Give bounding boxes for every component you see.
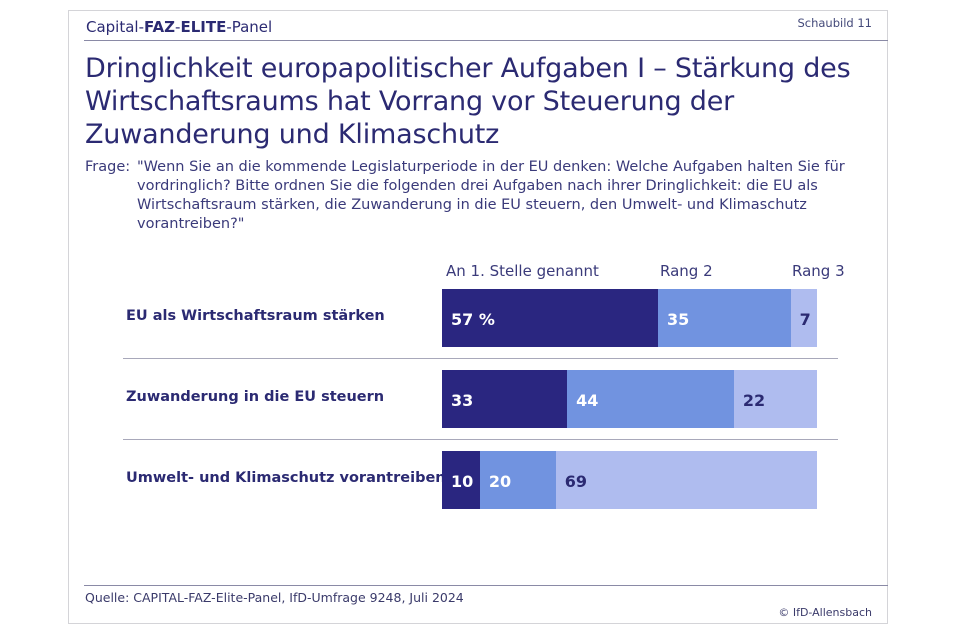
legend-item-2: Rang 2 — [660, 262, 713, 280]
row-divider — [123, 439, 838, 440]
bar-segment-rank-1 — [442, 289, 659, 347]
bar-segment-rank-3 — [555, 451, 818, 509]
figure-label: Schaubild 11 — [797, 16, 872, 30]
category-label: Zuwanderung in die EU steuern — [126, 389, 385, 405]
chart-title: Dringlichkeit europapolitischer Aufgaben… — [85, 53, 851, 150]
bar-segment-rank-2 — [479, 451, 556, 509]
bar-segment-rank-3 — [733, 370, 818, 428]
brand-elite: ELITE — [180, 18, 227, 36]
bar-segment-rank-2 — [567, 370, 734, 428]
footer-divider — [84, 585, 888, 586]
copyright: © IfD-Allensbach — [778, 606, 872, 619]
bar-segment-rank-1 — [442, 451, 480, 509]
brand-prefix: Capital- — [86, 18, 145, 36]
category-label: Umwelt- und Klimaschutz vorantreiben — [126, 470, 446, 486]
bar-value-label: 35 — [667, 310, 690, 329]
brand-suffix: -Panel — [226, 18, 273, 36]
bar-value-label: 20 — [488, 472, 512, 491]
bar-value-label: 10 — [451, 472, 474, 491]
bar-value-label: 44 — [576, 391, 599, 410]
bar-value-label: 33 — [451, 391, 474, 410]
brand-title: Capital-FAZ-ELITE-Panel — [86, 18, 272, 36]
question-text: "Wenn Sie an die kommende Legislaturperi… — [137, 159, 845, 232]
bar-value-label: 7 — [799, 310, 811, 329]
legend-item-1: An 1. Stelle genannt — [446, 262, 599, 280]
chart-frame — [68, 10, 888, 624]
row-divider — [123, 358, 838, 359]
bar-value-label: 22 — [742, 391, 766, 410]
brand-sep: - — [175, 18, 181, 36]
brand-faz: FAZ — [144, 18, 176, 36]
bar-segment-rank-3 — [790, 289, 818, 347]
question-label: Frage: — [85, 159, 131, 175]
source-note: Quelle: CAPITAL-FAZ-Elite-Panel, IfD-Umf… — [85, 590, 464, 605]
bar-value-label: 69 — [564, 472, 587, 491]
legend-item-3: Rang 3 — [792, 262, 845, 280]
header-divider — [84, 40, 888, 41]
category-label: EU als Wirtschaftsraum stärken — [126, 308, 385, 324]
bar-segment-rank-1 — [442, 370, 568, 428]
bar-value-label: 57 % — [451, 310, 495, 329]
bar-segment-rank-2 — [658, 289, 791, 347]
survey-question: Frage: "Wenn Sie an die kommende Legisla… — [85, 158, 885, 234]
